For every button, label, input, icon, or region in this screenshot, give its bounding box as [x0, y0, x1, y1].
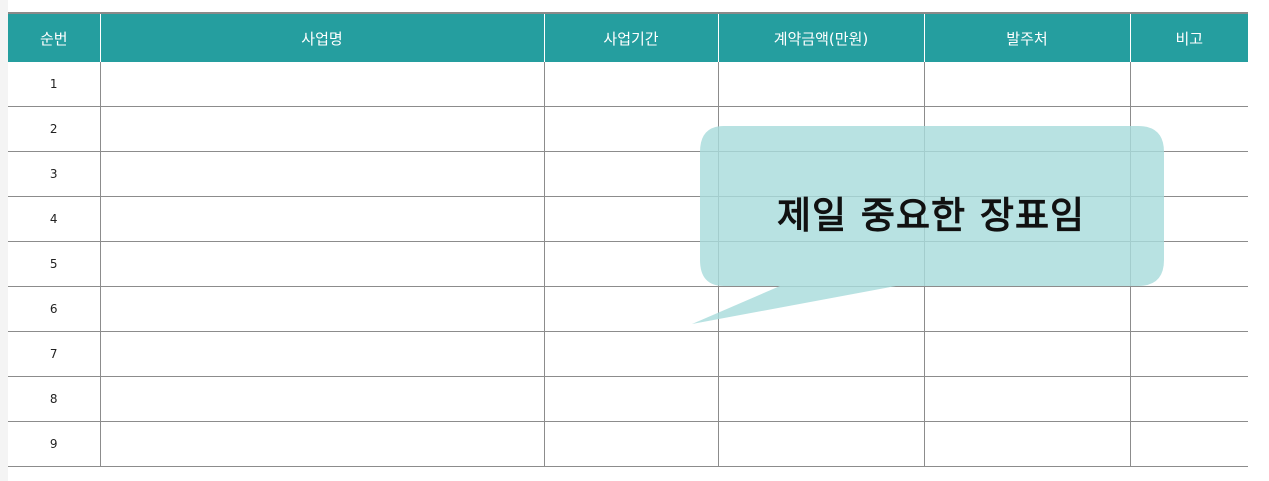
cell-number: 6	[8, 286, 100, 332]
cell-client	[923, 331, 1130, 377]
cell-project-name	[99, 151, 544, 197]
table-row: 5	[8, 241, 1248, 287]
cell-remarks	[1129, 286, 1248, 332]
cell-project-period	[543, 331, 718, 377]
cell-project-period	[543, 62, 718, 107]
cell-project-name	[99, 421, 544, 467]
speech-bubble-shape	[692, 126, 1164, 324]
cell-contract-amount	[717, 62, 924, 107]
cell-project-name	[99, 376, 544, 422]
cell-project-period	[543, 106, 718, 152]
cell-remarks	[1129, 421, 1248, 467]
header-cell-contract-amount: 계약금액(만원)	[717, 12, 924, 62]
cell-client	[923, 62, 1130, 107]
cell-project-name	[99, 106, 544, 152]
cell-contract-amount	[717, 376, 924, 422]
header-cell-project-period: 사업기간	[543, 12, 718, 62]
table-row: 1	[8, 62, 1248, 107]
cell-remarks	[1129, 376, 1248, 422]
cell-project-period	[543, 421, 718, 467]
speech-bubble-callout: 제일 중요한 장표임	[690, 126, 1166, 326]
header-cell-client: 발주처	[923, 12, 1130, 62]
table-row: 8	[8, 376, 1248, 422]
header-cell-project-name: 사업명	[99, 12, 544, 62]
cell-contract-amount	[717, 331, 924, 377]
table-row: 6	[8, 286, 1248, 332]
cell-project-period	[543, 286, 718, 332]
table-row: 9	[8, 421, 1248, 467]
cell-client	[923, 421, 1130, 467]
cell-remarks	[1129, 62, 1248, 107]
cell-client	[923, 286, 1130, 332]
cell-project-period	[543, 241, 718, 287]
cell-project-period	[543, 376, 718, 422]
cell-project-name	[99, 331, 544, 377]
table-row: 7	[8, 331, 1248, 377]
cell-number: 3	[8, 151, 100, 197]
cell-project-period	[543, 196, 718, 242]
cell-remarks	[1129, 331, 1248, 377]
header-cell-number: 순번	[8, 12, 100, 62]
cell-number: 4	[8, 196, 100, 242]
cell-contract-amount	[717, 421, 924, 467]
cell-project-period	[543, 151, 718, 197]
header-cell-remarks: 비고	[1129, 12, 1248, 62]
cell-project-name	[99, 241, 544, 287]
callout-text: 제일 중요한 장표임	[776, 194, 1086, 237]
cell-number: 1	[8, 62, 100, 107]
cell-project-name	[99, 286, 544, 332]
cell-client	[923, 376, 1130, 422]
cell-number: 7	[8, 331, 100, 377]
cell-number: 9	[8, 421, 100, 467]
cell-number: 5	[8, 241, 100, 287]
table-header-row: 순번 사업명 사업기간 계약금액(만원) 발주처 비고	[8, 12, 1248, 62]
left-margin-strip	[0, 0, 8, 481]
cell-project-name	[99, 196, 544, 242]
cell-number: 8	[8, 376, 100, 422]
speech-bubble-path	[692, 126, 1164, 324]
cell-project-name	[99, 62, 544, 107]
cell-number: 2	[8, 106, 100, 152]
